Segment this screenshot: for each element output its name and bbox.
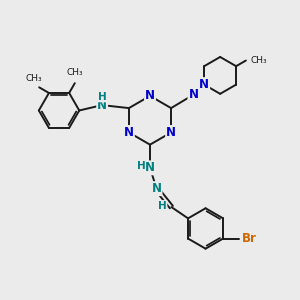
Text: H: H	[158, 201, 167, 211]
Text: H: H	[98, 92, 106, 102]
Text: N: N	[152, 182, 161, 195]
Text: N: N	[124, 126, 134, 139]
Text: N: N	[188, 88, 198, 101]
Text: N: N	[145, 89, 155, 102]
Text: N: N	[199, 78, 209, 91]
Text: N: N	[166, 126, 176, 139]
Text: Br: Br	[242, 232, 257, 245]
Text: CH₃: CH₃	[250, 56, 267, 65]
Text: CH₃: CH₃	[67, 68, 83, 77]
Text: N: N	[97, 99, 107, 112]
Text: CH₃: CH₃	[26, 74, 42, 83]
Text: H: H	[137, 161, 146, 171]
Text: N: N	[145, 161, 155, 174]
